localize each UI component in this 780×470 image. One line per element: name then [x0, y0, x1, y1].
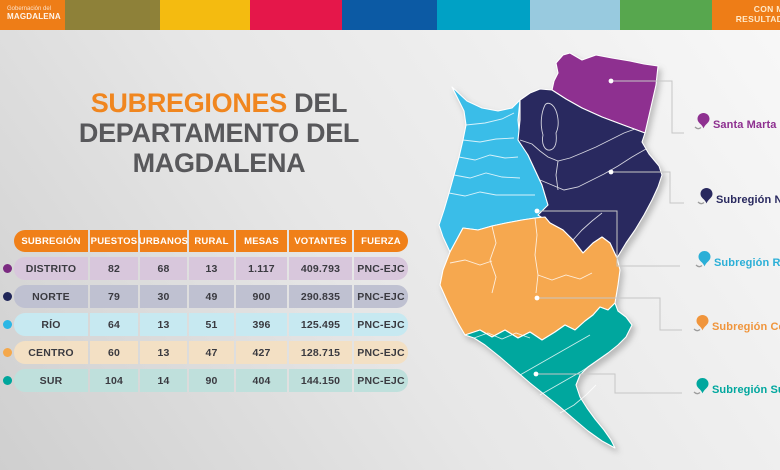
topbar-segment — [65, 0, 160, 30]
topbar-segment — [620, 0, 712, 30]
map-pin-icon — [694, 113, 710, 130]
map-anchor-dots — [533, 78, 614, 377]
cell-votantes: 409.793 — [289, 257, 352, 280]
cell-subregion: CENTRO — [14, 341, 88, 364]
title-line2: DEPARTAMENTO DEL — [78, 118, 360, 148]
cell-urbanos: 14 — [140, 369, 187, 392]
row-color-dot — [3, 264, 12, 273]
topbar-segment — [250, 0, 342, 30]
cell-urbanos: 13 — [140, 341, 187, 364]
cell-rural: 47 — [189, 341, 234, 364]
topbar-segment — [342, 0, 437, 30]
cell-votantes: 125.495 — [289, 313, 352, 336]
cell-fuerza: PNC-EJC — [354, 285, 408, 308]
logo-line1: Gobernación del — [7, 6, 52, 12]
cell-puestos: 64 — [90, 313, 138, 336]
cell-votantes: 128.715 — [289, 341, 352, 364]
label-text: Subregión Norte — [716, 194, 780, 206]
cell-rural: 51 — [189, 313, 234, 336]
cell-puestos: 79 — [90, 285, 138, 308]
cell-votantes: 290.835 — [289, 285, 352, 308]
municipality-borders — [448, 102, 647, 414]
cell-fuerza: PNC-EJC — [354, 341, 408, 364]
cell-mesas: 396 — [236, 313, 287, 336]
label-text: Subregión Centro — [712, 321, 780, 333]
col-header-puestos: PUESTOS — [90, 230, 138, 252]
map-pin-icon — [693, 315, 709, 332]
region-sur — [464, 302, 633, 449]
topbar-segment — [160, 0, 250, 30]
slogan-line2: RESULTADOS — [735, 13, 780, 24]
cell-urbanos: 68 — [140, 257, 187, 280]
cell-urbanos: 13 — [140, 313, 187, 336]
label-text: Subregión Río — [714, 257, 780, 269]
cell-fuerza: PNC-EJC — [354, 257, 408, 280]
topbar-segment-logo: Gobernación del MAGDALENA — [0, 0, 65, 30]
col-header-rural: RURAL — [189, 230, 234, 252]
cell-puestos: 104 — [90, 369, 138, 392]
logo-line2: MAGDALENA — [7, 11, 61, 21]
title-highlight: SUBREGIONES — [90, 88, 288, 118]
label-connectors — [536, 80, 684, 394]
label-text: Santa Marta — [713, 119, 777, 131]
topbar-segment-slogan: CON MÁS RESULTADOS — [712, 0, 780, 30]
top-color-bar: Gobernación del MAGDALENA CON MÁS RESULT… — [0, 0, 780, 30]
row-color-dot — [3, 376, 12, 385]
title-line3: MAGDALENA — [132, 148, 306, 178]
table-row-sur: SUR 104 14 90 404 144.150 PNC-EJC — [3, 369, 408, 392]
cell-puestos: 60 — [90, 341, 138, 364]
row-color-dot — [3, 348, 12, 357]
label-subregion-norte: Subregión Norte — [697, 188, 780, 206]
slogan-text: CON MÁS RESULTADOS — [735, 4, 780, 25]
title-line1: SUBREGIONES DEL — [16, 88, 422, 118]
cell-subregion: RÍO — [14, 313, 88, 336]
label-subregion-sur: Subregión Sur — [693, 378, 780, 396]
col-header-subregion: SUBREGIÓN — [14, 230, 88, 252]
page-title: SUBREGIONES DEL DEPARTAMENTO DEL MAGDALE… — [16, 88, 422, 178]
cell-rural: 13 — [189, 257, 234, 280]
magdalena-subregions-map — [438, 52, 684, 449]
cell-rural: 49 — [189, 285, 234, 308]
cell-mesas: 404 — [236, 369, 287, 392]
label-santa-marta: Santa Marta — [694, 113, 777, 131]
title-line1-rest: DEL — [286, 88, 348, 118]
cell-mesas: 1.117 — [236, 257, 287, 280]
cell-subregion: DISTRITO — [14, 257, 88, 280]
label-subregion-rio: Subregión Río — [695, 251, 780, 269]
map-pin-icon — [693, 378, 709, 395]
cell-votantes: 144.150 — [289, 369, 352, 392]
table-row-norte: NORTE 79 30 49 900 290.835 PNC-EJC — [3, 285, 408, 308]
label-subregion-centro: Subregión Centro — [693, 315, 780, 333]
topbar-segment — [530, 0, 620, 30]
col-header-mesas: MESAS — [236, 230, 287, 252]
cell-subregion: SUR — [14, 369, 88, 392]
row-color-dot — [3, 320, 12, 329]
topbar-segment — [437, 0, 530, 30]
table-row-centro: CENTRO 60 13 47 427 128.715 PNC-EJC — [3, 341, 408, 364]
cell-rural: 90 — [189, 369, 234, 392]
row-color-dot — [3, 292, 12, 301]
label-text: Subregión Sur — [712, 384, 780, 396]
cell-mesas: 427 — [236, 341, 287, 364]
cell-mesas: 900 — [236, 285, 287, 308]
col-header-votantes: VOTANTES — [289, 230, 352, 252]
slogan-line1: CON MÁS — [753, 4, 780, 14]
cell-subregion: NORTE — [14, 285, 88, 308]
col-header-fuerza: FUERZA — [354, 230, 408, 252]
map-pin-icon — [697, 188, 713, 205]
table-row-distrito: DISTRITO 82 68 13 1.117 409.793 PNC-EJC — [3, 257, 408, 280]
map-pin-icon — [695, 251, 711, 268]
cell-fuerza: PNC-EJC — [354, 369, 408, 392]
gobernacion-magdalena-logo: Gobernación del MAGDALENA — [7, 6, 61, 21]
table-header-row: SUBREGIÓN PUESTOS URBANOS RURAL MESAS VO… — [14, 230, 408, 252]
cell-puestos: 82 — [90, 257, 138, 280]
cell-fuerza: PNC-EJC — [354, 313, 408, 336]
col-header-urbanos: URBANOS — [139, 230, 188, 252]
table-row-rio: RÍO 64 13 51 396 125.495 PNC-EJC — [3, 313, 408, 336]
cell-urbanos: 30 — [140, 285, 187, 308]
region-norte — [517, 88, 663, 259]
